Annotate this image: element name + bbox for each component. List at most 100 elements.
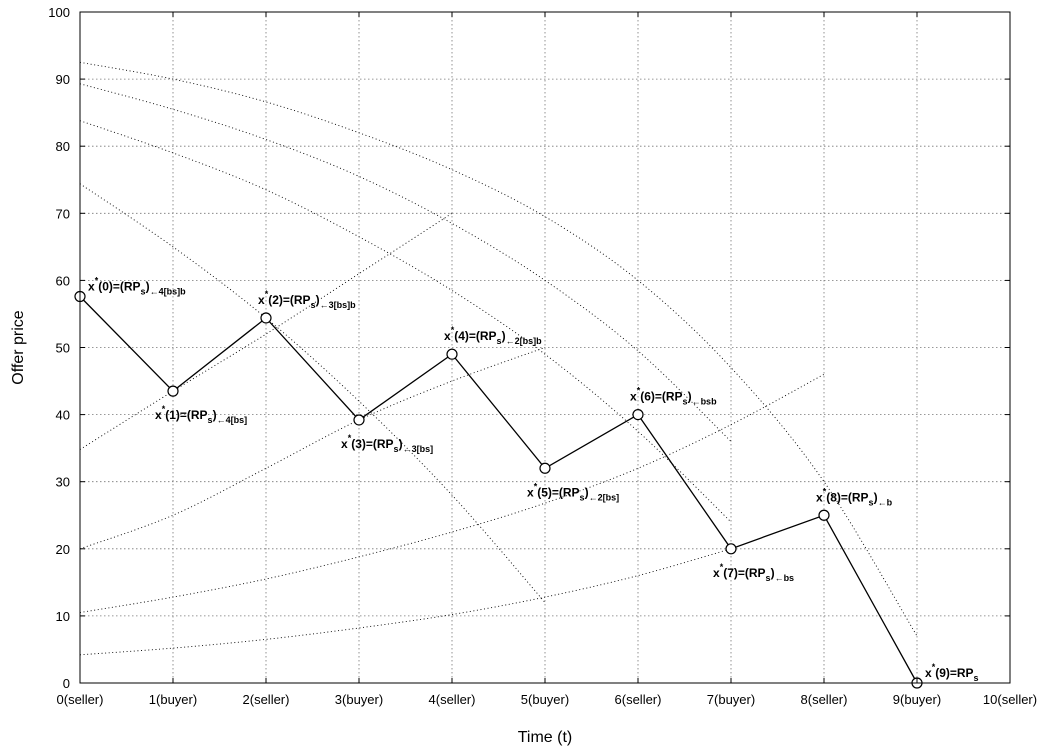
offer-point-marker [167,385,179,397]
annotation-base: x [341,437,348,451]
annotation-subscript: s [497,336,502,346]
point-annotation: x*(2)=(RPs)←3[bs]b [258,289,356,310]
annotation-subscript: ←2[bs]b [506,336,543,346]
annotation-subscript: ←2[bs] [589,492,620,502]
annotation-base: x [630,390,637,404]
annotation-base: x [88,280,95,294]
offer-series-line [79,296,918,684]
dotted-curve [79,61,918,637]
y-tick-label: 100 [48,5,70,20]
annotation-base: x [713,566,720,580]
annotation-text: ) [213,408,217,422]
annotation-subscript: ←4[bs] [217,415,248,425]
offer-markers [74,290,923,689]
annotation-text: (4)=(RP [454,329,496,343]
offer-point-marker [632,409,644,421]
annotation-text: (0)=(RP [98,280,140,294]
annotation-superscript: * [265,289,269,299]
annotation-subscript: s [974,673,979,683]
annotation-text: ) [874,490,878,504]
y-tick-label: 40 [56,408,70,423]
point-annotation: x*(6)=(RPs)←bsb [630,386,717,407]
x-tick-label: 8(seller) [801,692,848,707]
annotation-text: (6)=(RP [640,390,682,404]
x-tick-label: 9(buyer) [893,692,941,707]
y-tick-labels: 0 10 20 30 40 50 60 70 80 90 100 [48,5,1010,691]
dotted-curves [79,61,918,656]
annotation-text: ) [688,390,692,404]
dotted-curve [79,83,732,442]
annotation-text: (9)=RP [935,666,973,680]
x-tick-label: 4(seller) [429,692,476,707]
x-axis-title: Time (t) [518,729,573,746]
x-tick-labels: 0(seller) 1(buyer) 2(seller) 3(buyer) 4(sell… [57,12,1037,707]
annotation-text: (3)=(RP [351,437,393,451]
offer-point-marker [446,348,458,360]
annotation-subscript: s [683,397,688,407]
annotation-text: ) [585,485,589,499]
annotation-subscript: s [580,492,585,502]
annotation-text: ) [146,280,150,294]
annotation-base: x [258,293,265,307]
x-tick-label: 1(buyer) [149,692,197,707]
dotted-curve [79,120,732,523]
annotation-superscript: * [637,386,641,396]
point-annotation: x*(7)=(RPs)←bs [713,562,794,583]
annotation-subscript: s [208,415,213,425]
annotation-superscript: * [162,404,166,414]
y-tick-label: 90 [56,72,70,87]
point-annotation: x*(1)=(RPs)←4[bs] [155,404,247,425]
annotation-base: x [527,485,534,499]
x-tick-label: 5(buyer) [521,692,569,707]
y-tick-label: 20 [56,542,70,557]
annotation-text: ) [316,293,320,307]
annotation-subscript: s [766,573,771,583]
y-tick-label: 60 [56,273,70,288]
x-tick-label: 7(buyer) [707,692,755,707]
point-annotation: x*(5)=(RPs)←2[bs] [527,481,619,502]
annotation-subscript: ←4[bs]b [150,287,187,297]
annotation-subscript: ←3[bs]b [320,300,357,310]
annotation-subscript: s [394,444,399,454]
annotation-base: x [816,490,823,504]
annotation-text: (1)=(RP [165,408,207,422]
annotation-text: (8)=(RP [826,490,868,504]
y-tick-label: 0 [63,676,70,691]
annotation-text: (7)=(RP [723,566,765,580]
annotation-subscript: ←b [878,497,893,507]
y-tick-label: 50 [56,341,70,356]
dotted-curve [79,183,546,603]
offer-series [79,296,918,684]
annotation-subscript: s [141,287,146,297]
annotation-subscript: ←3[bs] [403,444,434,454]
annotation-superscript: * [451,325,455,335]
annotation-subscript: s [869,497,874,507]
annotation-superscript: * [720,562,724,572]
annotation-text: ) [771,566,775,580]
y-tick-label: 70 [56,206,70,221]
point-annotation: x*(9)=RPs [925,662,979,683]
offer-point-marker [353,414,365,426]
annotation-superscript: * [95,276,99,286]
offer-point-marker [818,509,830,521]
annotation-subscript: ←bs [775,573,795,583]
offer-point-marker [260,312,272,324]
annotation-text: (5)=(RP [537,485,579,499]
x-tick-label: 2(seller) [243,692,290,707]
x-tick-label: 10(seller) [983,692,1037,707]
annotation-text: (2)=(RP [268,293,310,307]
point-annotation: x*(8)=(RPs)←b [816,486,893,507]
annotation-subscript: s [311,300,316,310]
y-tick-label: 30 [56,475,70,490]
annotation-superscript: * [348,433,352,443]
x-tick-label: 0(seller) [57,692,104,707]
point-annotation: x*(0)=(RPs)←4[bs]b [88,276,186,297]
offer-point-marker [725,543,737,555]
dotted-curve [79,548,732,656]
annotation-superscript: * [534,481,538,491]
y-axis-title: Offer price [10,310,27,385]
annotation-superscript: * [932,662,936,672]
offer-point-marker [539,462,551,474]
y-tick-label: 10 [56,609,70,624]
